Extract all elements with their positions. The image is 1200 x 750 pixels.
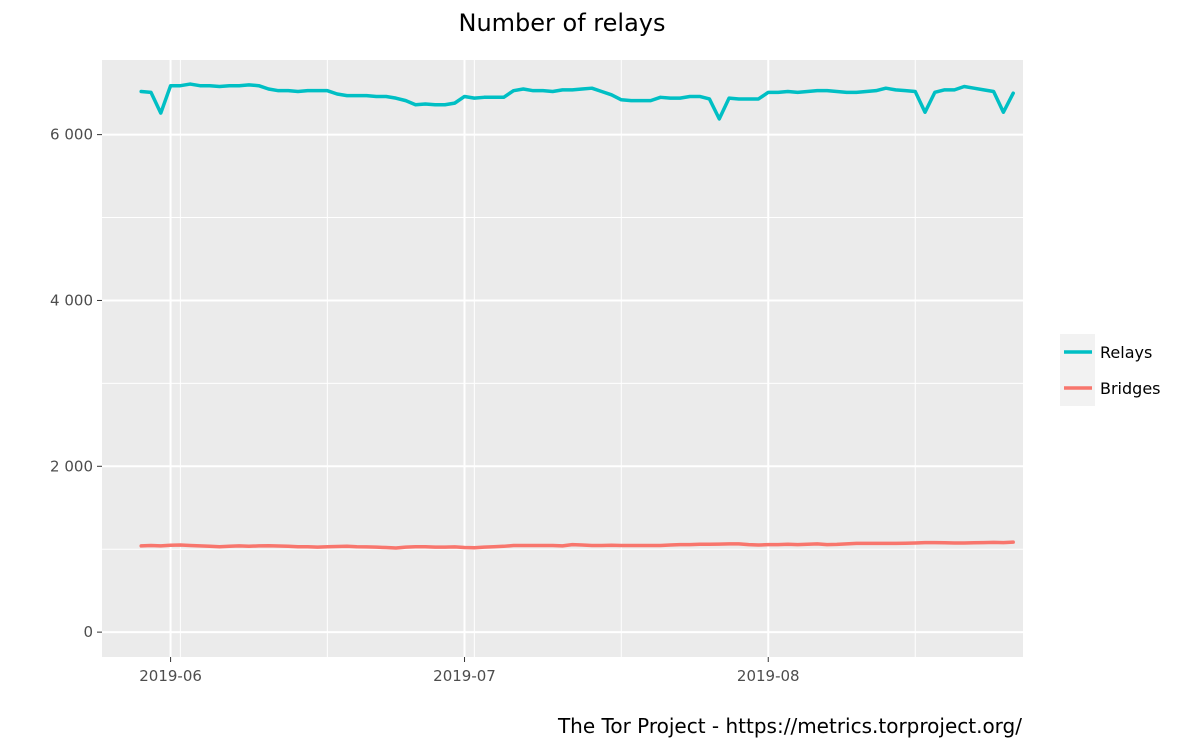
y-tick-label: 2 000 <box>50 457 93 475</box>
y-tick-label: 0 <box>83 623 93 641</box>
series-line-bridges <box>139 540 1015 550</box>
y-axis: 0 2 000 4 000 6 000 <box>50 126 102 641</box>
x-tick-label: 2019-06 <box>139 667 202 685</box>
legend: Relays Bridges <box>1060 334 1161 406</box>
legend-label-bridges: Bridges <box>1100 379 1161 398</box>
major-gridlines <box>102 60 1023 657</box>
x-tick-label: 2019-08 <box>737 667 800 685</box>
x-axis: 2019-06 2019-07 2019-08 <box>139 657 800 685</box>
chart-caption: The Tor Project - https://metrics.torpro… <box>557 714 1022 738</box>
plot-panel <box>102 60 1023 657</box>
series-lines <box>139 82 1015 550</box>
series-line-relays <box>139 82 1015 121</box>
minor-gridlines <box>102 60 1023 657</box>
x-tick-label: 2019-07 <box>433 667 496 685</box>
legend-label-relays: Relays <box>1100 343 1152 362</box>
y-tick-label: 6 000 <box>50 126 93 144</box>
chart-title: Number of relays <box>459 9 666 37</box>
y-tick-label: 4 000 <box>50 291 93 309</box>
